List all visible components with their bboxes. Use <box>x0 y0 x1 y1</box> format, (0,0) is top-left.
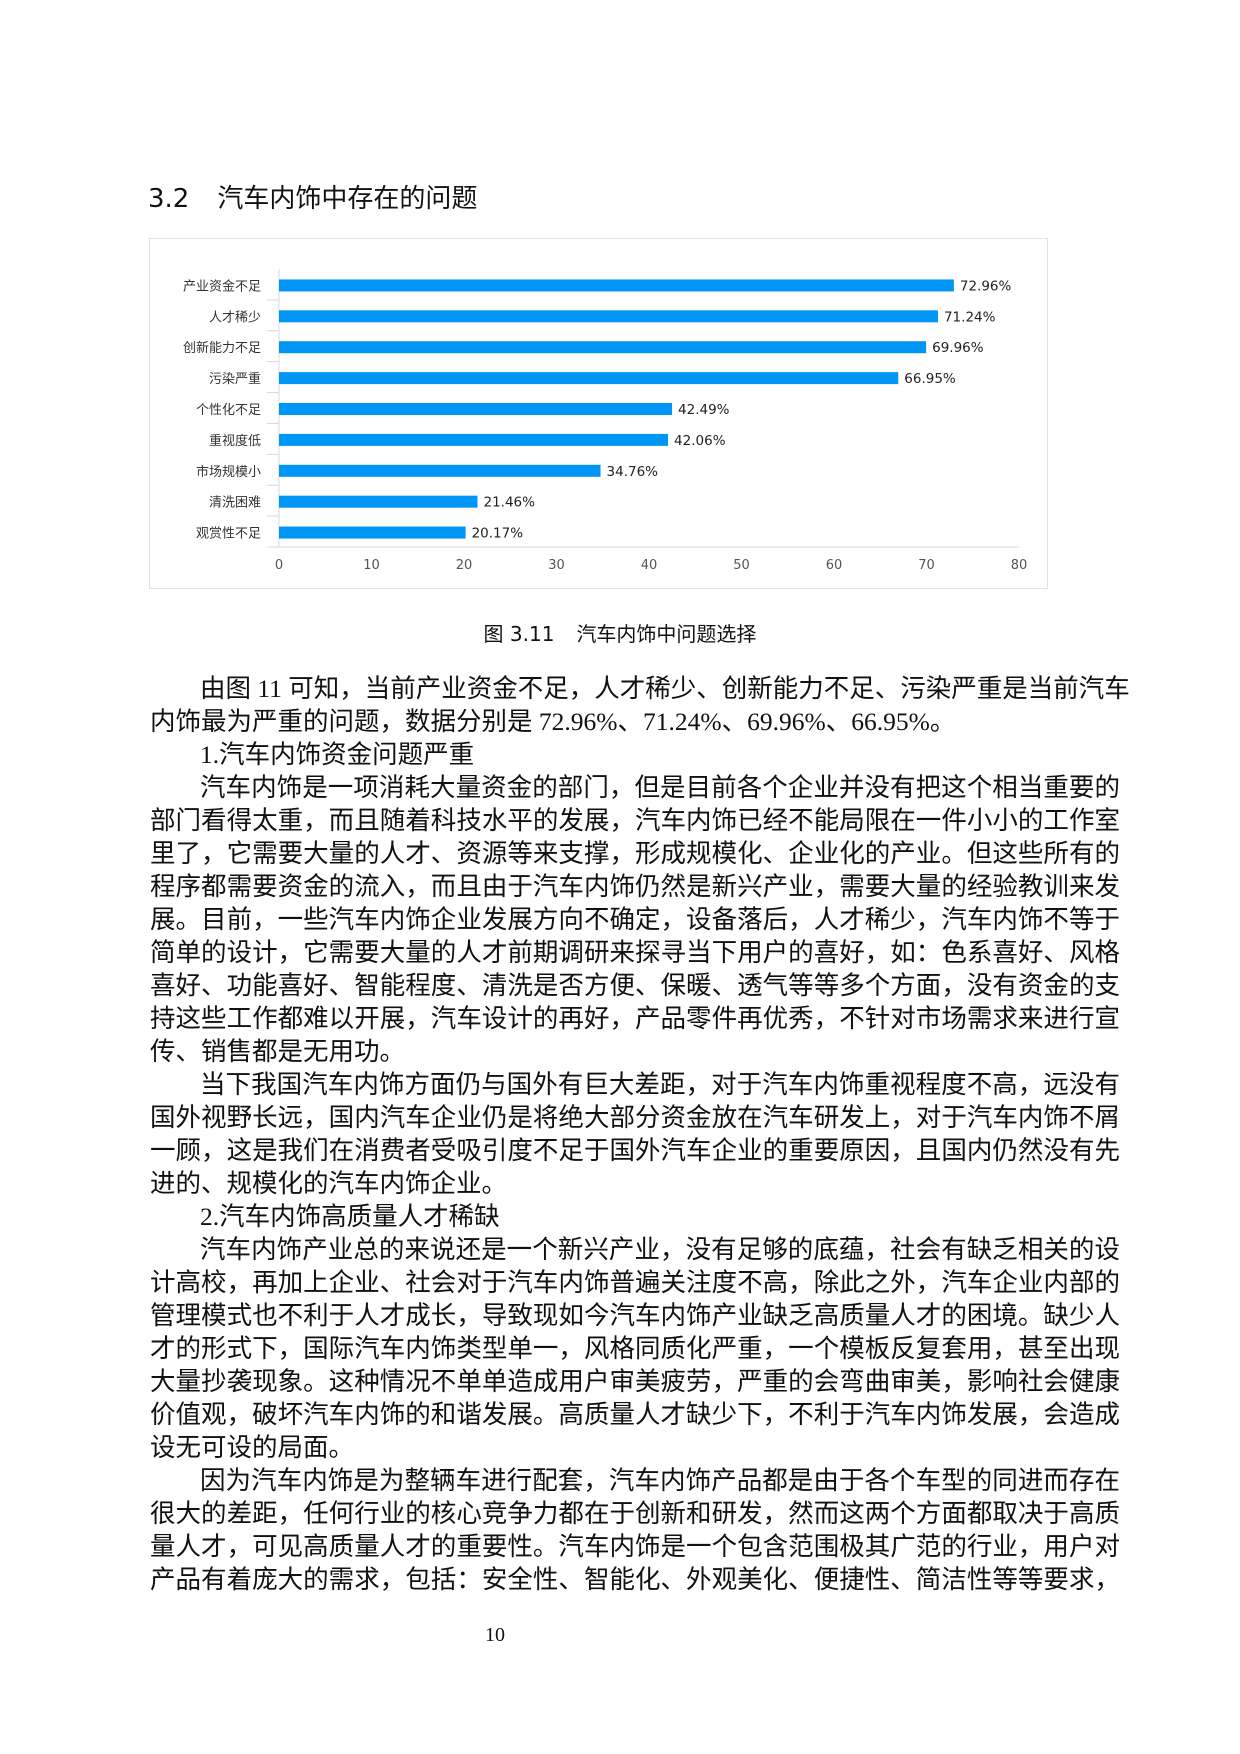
section-heading: 3.2 汽车内饰中存在的问题 <box>148 178 477 215</box>
text-line: 国外视野长远，国内汽车企业仍是将绝大部分资金放在汽车研发上，对于汽车内饰不屑 <box>150 1103 1120 1132</box>
bar <box>279 464 601 477</box>
chart-svg: 产业资金不足 72.96% 人才稀少 71.24% 创新能力不足 69.96% 污染严重 66… <box>183 269 1028 573</box>
x-tick-label: 40 <box>641 558 658 573</box>
category-label: 市场规模小 <box>196 464 261 480</box>
figure-number: 图 3.11 <box>483 622 555 646</box>
category-label: 产业资金不足 <box>183 278 261 294</box>
bar <box>279 433 669 446</box>
text-line: 量人才，可见高质量人才的重要性。汽车内饰是一个包含范围极其广范的行业，用户对 <box>150 1532 1120 1561</box>
text-line: 计高校，再加上企业、社会对于汽车内饰普遍关注度不高，除此之外，汽车企业内部的 <box>150 1268 1120 1297</box>
category-label: 个性化不足 <box>196 403 261 418</box>
text-line: 持这些工作都难以开展，汽车设计的再好，产品零件再优秀，不针对市场需求来进行宣 <box>150 1004 1120 1033</box>
category-label: 污染严重 <box>209 371 261 387</box>
x-tick-label: 20 <box>456 558 473 573</box>
text-line: 价值观，破坏汽车内饰的和谐发展。高质量人才缺少下，不利于汽车内饰发展，会造成 <box>150 1400 1120 1429</box>
text-line: 内饰最为严重的问题，数据分别是 72.96%、71.24%、69.96%、66.… <box>150 707 956 736</box>
x-tick-label: 0 <box>275 558 283 573</box>
text-line: 里了，它需要大量的人才、资源等来支撑，形成规模化、企业化的产业。但这些所有的 <box>150 839 1120 868</box>
text-line: 1.汽车内饰资金问题严重 <box>200 740 475 769</box>
data-label: 69.96% <box>932 340 984 356</box>
category-label: 人才稀少 <box>209 310 261 325</box>
data-label: 42.06% <box>674 433 726 449</box>
bar <box>279 341 927 354</box>
bar <box>279 279 954 292</box>
data-label: 20.17% <box>472 526 524 542</box>
x-tick-label: 30 <box>548 558 565 573</box>
text-line: 2.汽车内饰高质量人才稀缺 <box>200 1202 500 1231</box>
bar-chart: 产业资金不足 72.96% 人才稀少 71.24% 创新能力不足 69.96% 污染严重 66… <box>149 238 1048 589</box>
bar <box>279 372 899 385</box>
text-line: 喜好、功能喜好、智能程度、清洗是否方便、保暖、透气等等多个方面，没有资金的支 <box>150 971 1120 1000</box>
text-line: 一顾，这是我们在消费者受吸引度不足于国外汽车企业的重要原因，且国内仍然没有先 <box>150 1136 1120 1165</box>
bar <box>279 495 478 508</box>
bar <box>279 403 673 415</box>
page-number: 10 <box>485 1624 505 1646</box>
text-line: 汽车内饰是一项消耗大量资金的部门，但是目前各个企业并没有把这个相当重要的 <box>200 773 1120 802</box>
bar <box>279 526 466 539</box>
text-line: 进的、规模化的汽车内饰企业。 <box>150 1169 508 1198</box>
category-label: 重视度低 <box>209 433 261 449</box>
text-line: 程序都需要资金的流入，而且由于汽车内饰仍然是新兴产业，需要大量的经验教训来发 <box>150 872 1120 901</box>
category-label: 清洗困难 <box>209 496 261 511</box>
x-tick-label: 50 <box>733 558 750 573</box>
x-tick-label: 60 <box>826 558 843 573</box>
x-tick-label: 80 <box>1011 558 1028 573</box>
text-line: 很大的差距，任何行业的核心竞争力都在于创新和研发，然而这两个方面都取决于高质 <box>150 1499 1120 1528</box>
figure-caption: 图 3.11 汽车内饰中问题选择 <box>0 618 1240 647</box>
text-line: 由图 11 可知，当前产业资金不足，人才稀少、创新能力不足、污染严重是当前汽车 <box>200 674 1130 703</box>
text-line: 部门看得太重，而且随着科技水平的发展，汽车内饰已经不能局限在一件小小的工作室 <box>150 806 1120 835</box>
bar <box>279 310 938 323</box>
x-tick-label: 70 <box>918 558 935 573</box>
data-label: 66.95% <box>904 371 956 387</box>
x-tick-label: 10 <box>363 558 380 573</box>
text-line: 产品有着庞大的需求，包括：安全性、智能化、外观美化、便捷性、简洁性等等要求， <box>150 1565 1120 1594</box>
text-line: 展。目前，一些汽车内饰企业发展方向不确定，设备落后，人才稀少，汽车内饰不等于 <box>150 905 1120 934</box>
data-label: 21.46% <box>484 495 536 511</box>
text-line: 大量抄袭现象。这种情况不单单造成用户审美疲劳，严重的会弯曲审美，影响社会健康 <box>150 1367 1120 1396</box>
text-line: 简单的设计，它需要大量的人才前期调研来探寻当下用户的喜好，如：色系喜好、风格 <box>150 938 1120 967</box>
data-label: 72.96% <box>960 278 1012 294</box>
text-line: 因为汽车内饰是为整辆车进行配套，汽车内饰产品都是由于各个车型的同进而存在 <box>200 1466 1120 1495</box>
body-text: 由图 11 可知，当前产业资金不足，人才稀少、创新能力不足、污染严重是当前汽车内… <box>150 672 1130 1596</box>
figure-title: 汽车内饰中问题选择 <box>576 622 757 646</box>
data-label: 71.24% <box>944 309 996 325</box>
section-number: 3.2 <box>148 184 190 214</box>
section-title: 汽车内饰中存在的问题 <box>217 184 478 214</box>
data-label: 42.49% <box>678 402 730 418</box>
category-label: 观赏性不足 <box>196 527 261 542</box>
category-label: 创新能力不足 <box>183 340 261 356</box>
data-label: 34.76% <box>607 464 659 480</box>
text-line: 设无可设的局面。 <box>150 1433 355 1462</box>
text-line: 才的形式下，国际汽车内饰类型单一，风格同质化严重，一个模板反复套用，甚至出现 <box>150 1334 1120 1363</box>
text-line: 汽车内饰产业总的来说还是一个新兴产业，没有足够的底蕴，社会有缺乏相关的设 <box>200 1235 1120 1264</box>
text-line: 当下我国汽车内饰方面仍与国外有巨大差距，对于汽车内饰重视程度不高，远没有 <box>200 1070 1120 1099</box>
text-line: 传、销售都是无用功。 <box>150 1037 406 1066</box>
text-line: 管理模式也不利于人才成长，导致现如今汽车内饰产业缺乏高质量人才的困境。缺少人 <box>150 1301 1120 1330</box>
